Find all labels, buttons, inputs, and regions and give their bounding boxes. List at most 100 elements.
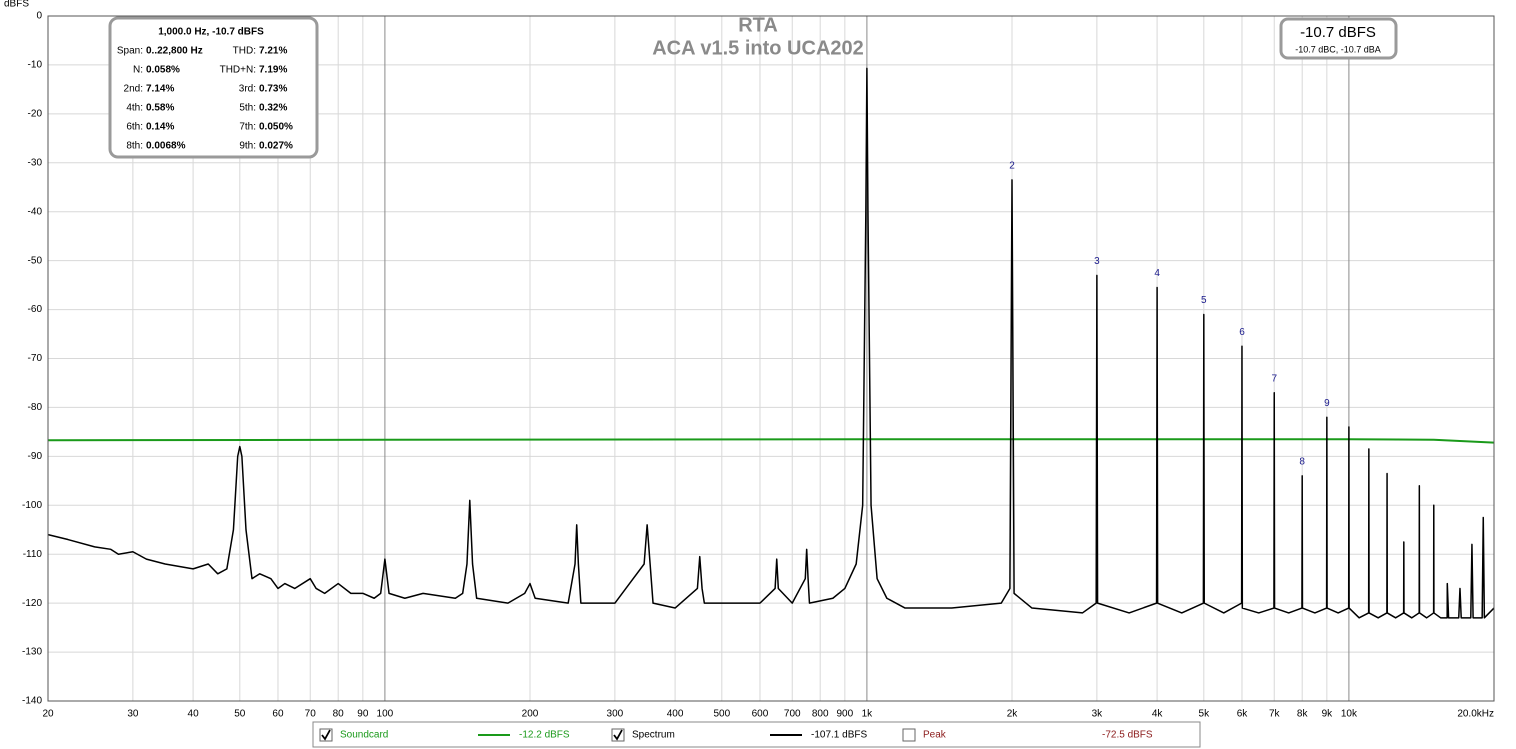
info-value: 0.32% [259,103,287,114]
info-label: THD+N: [220,65,256,76]
x-tick-label: 800 [812,709,829,720]
info-label: 8th: [126,141,143,152]
info-value: 0.14% [146,122,174,133]
x-tick-label: 400 [667,709,684,720]
info-label: 9th: [239,141,256,152]
x-tick-label: 700 [784,709,801,720]
harmonic-label: 6 [1239,327,1245,338]
y-axis-label: dBFS [4,0,29,10]
y-tick-label: -100 [22,500,42,511]
legend-bar [312,721,1201,748]
legend: Soundcard -12.2 dBFS Spectrum -107.1 dBFS Pe… [319,728,1153,742]
checkmark [321,729,331,741]
legend-name[interactable]: Soundcard [340,730,388,741]
x-tick-label: 600 [752,709,769,720]
info-label: THD: [233,46,256,57]
x-tick-label: 60 [272,709,284,720]
x-tick-label: 80 [333,709,345,720]
x-tick-label: 100 [377,709,394,720]
info-value: 7.19% [259,65,287,76]
plot-lines [47,67,1495,619]
readout-sub: -10.7 dBC, -10.7 dBA [1295,44,1381,54]
info-label: N: [133,65,143,76]
info-label: 2nd: [124,84,143,95]
info-header: 1,000.0 Hz, -10.7 dBFS [158,27,264,38]
harmonic-label: 3 [1094,256,1100,267]
x-tick-label: 10k [1341,709,1358,720]
plot-frame [47,15,1495,702]
x-tick-label: 50 [234,709,246,720]
info-value: 0..22,800 Hz [146,46,203,57]
info-label: 6th: [126,122,143,133]
chart-subtitle: ACA v1.5 into UCA202 [652,37,864,59]
y-tick-label: -80 [28,402,43,413]
legend-checkbox[interactable] [902,728,916,742]
legend-readout: -72.5 dBFS [1102,730,1153,741]
x-tick-label: 20.0kHz [1457,709,1494,720]
x-tick-label: 300 [607,709,624,720]
chart-title: RTA [738,14,778,36]
x-tick-label: 200 [522,709,539,720]
info-value: 0.058% [146,65,180,76]
x-tick-label: 6k [1237,709,1249,720]
y-tick-label: -140 [22,696,42,707]
harmonic-label: 2 [1009,161,1015,172]
harmonic-label: 4 [1154,268,1160,279]
info-box: 1,000.0 Hz, -10.7 dBFS Span: 0..22,800 Hz… [108,16,319,159]
x-tick-label: 500 [713,709,730,720]
y-tick-label: -130 [22,647,42,658]
x-tick-label: 7k [1269,709,1281,720]
x-tick-label: 8k [1297,709,1309,720]
x-tick-label: 30 [127,709,139,720]
y-tick-label: -50 [28,255,43,266]
info-value: 0.050% [259,122,293,133]
info-value: 7.14% [146,84,174,95]
harmonic-label: 9 [1324,398,1330,409]
legend-name[interactable]: Spectrum [632,730,675,741]
info-label: 3rd: [239,84,256,95]
y-tick-label: -120 [22,598,42,609]
legend-readout: -12.2 dBFS [519,730,570,741]
y-tick-label: -10 [28,60,43,71]
legend-name[interactable]: Peak [923,730,947,741]
x-tick-label: 70 [305,709,317,720]
x-tick-label: 5k [1199,709,1211,720]
y-tick-label: -20 [28,108,43,119]
info-label: Span: [117,46,143,57]
y-tick-label: -60 [28,304,43,315]
x-tick-label: 9k [1322,709,1334,720]
info-value: 7.21% [259,46,287,57]
x-tick-label: 2k [1007,709,1019,720]
x-tick-label: 900 [837,709,854,720]
x-tick-label: 40 [188,709,200,720]
info-value: 0.0068% [146,141,186,152]
info-label: 5th: [239,103,256,114]
info-label: 4th: [126,103,143,114]
readout-box: -10.7 dBFS -10.7 dBC, -10.7 dBA [1279,17,1398,60]
harmonic-label: 5 [1201,295,1207,306]
legend-readout: -107.1 dBFS [811,730,867,741]
series-line [47,67,1495,619]
harmonic-label: 7 [1271,373,1277,384]
y-tick-label: -30 [28,157,43,168]
x-tick-label: 3k [1092,709,1104,720]
harmonic-label: 8 [1299,457,1305,468]
x-tick-label: 90 [357,709,369,720]
info-value: 0.73% [259,84,287,95]
y-tick-label: -70 [28,353,43,364]
y-tick-label: -40 [28,206,43,217]
x-tick-label: 20 [42,709,54,720]
info-frame [108,16,319,159]
y-tick-label: -110 [23,549,43,560]
x-tick-label: 4k [1152,709,1164,720]
y-tick-label: 0 [36,11,42,22]
checkmark [613,729,623,741]
info-label: 7th: [239,122,256,133]
x-tick-label: 1k [862,709,874,720]
readout-main: -10.7 dBFS [1300,24,1376,41]
readout-frame [1279,17,1398,60]
y-tick-label: -90 [28,451,43,462]
info-value: 0.58% [146,103,174,114]
info-value: 0.027% [259,141,293,152]
